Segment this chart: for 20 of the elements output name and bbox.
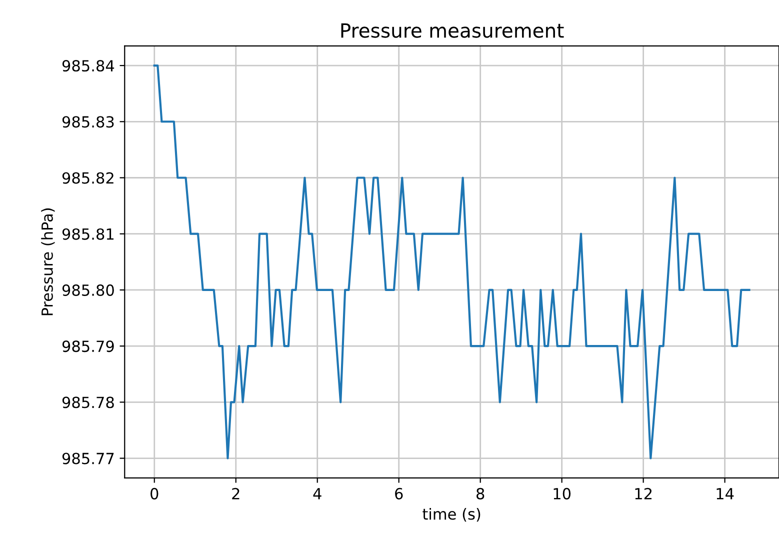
y-tick-label: 985.78 <box>62 396 114 408</box>
x-tick-label: 6 <box>395 488 403 500</box>
x-tick-label: 12 <box>635 488 652 500</box>
chart-title: Pressure measurement <box>341 23 564 38</box>
x-axis-title: time (s) <box>422 508 480 522</box>
x-tick-label: 10 <box>554 488 571 500</box>
y-tick-label: 985.82 <box>62 172 114 184</box>
x-tick-label: 2 <box>232 488 240 500</box>
y-axis-title: Pressure (hPa) <box>41 208 55 316</box>
y-tick-label: 985.84 <box>62 60 114 72</box>
x-tick-label: 8 <box>476 488 484 500</box>
y-tick-label: 985.80 <box>62 284 114 296</box>
y-tick-label: 985.81 <box>62 228 114 240</box>
x-tick-label: 4 <box>313 488 322 500</box>
y-tick-label: 985.79 <box>62 340 114 352</box>
x-tick-label: 14 <box>716 488 734 500</box>
line-series <box>153 64 750 460</box>
y-tick-label: 985.77 <box>62 452 114 464</box>
y-tick-label: 985.83 <box>62 116 114 128</box>
x-tick-label: 0 <box>150 488 158 500</box>
